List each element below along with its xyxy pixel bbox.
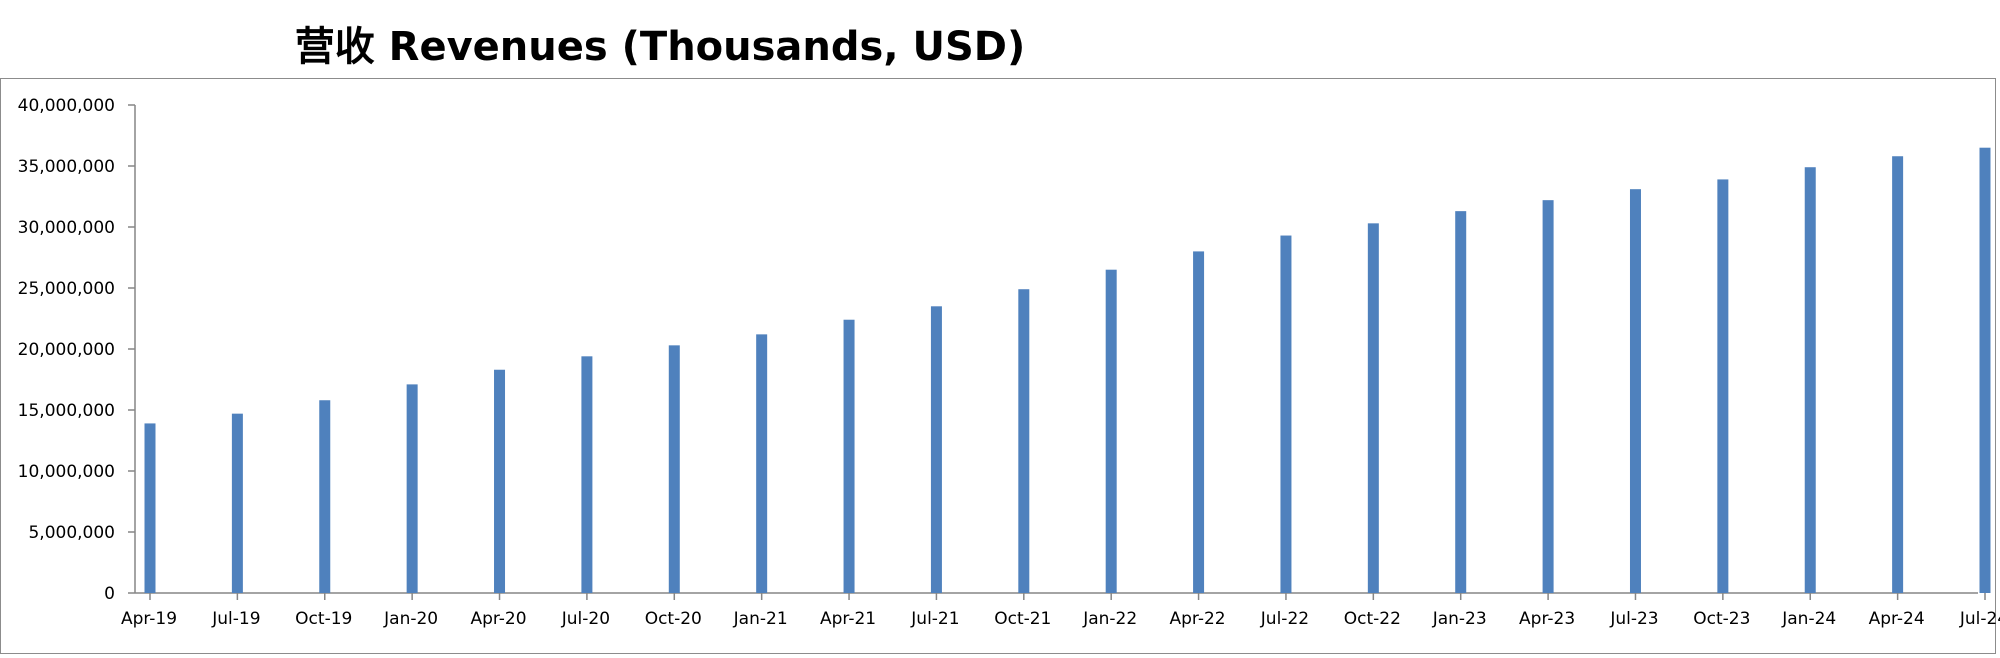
x-tick-label: Apr-22 <box>1170 609 1226 629</box>
bar <box>319 400 331 593</box>
x-tick-label: Jul-22 <box>1260 609 1309 629</box>
bar <box>406 384 418 593</box>
y-tick-label: 25,000,000 <box>18 279 115 299</box>
bar <box>930 306 942 593</box>
x-tick-label: Oct-23 <box>1693 609 1750 629</box>
bar <box>144 423 156 593</box>
x-tick-label: Jul-24 <box>1959 609 2000 629</box>
bar <box>1542 200 1554 593</box>
x-tick-label: Jan-24 <box>1781 609 1836 629</box>
y-tick-label: 35,000,000 <box>18 157 115 177</box>
bar <box>1979 147 1991 593</box>
bar <box>1717 179 1729 594</box>
x-tick-label: Jul-19 <box>211 609 260 629</box>
x-tick-label: Jan-21 <box>733 609 788 629</box>
y-tick-label: 15,000,000 <box>18 401 115 421</box>
y-tick-label: 0 <box>104 584 115 604</box>
chart-frame <box>0 78 1996 654</box>
bar <box>1105 269 1117 593</box>
x-tick-label: Apr-19 <box>121 609 177 629</box>
y-tick-label: 5,000,000 <box>28 523 115 543</box>
bar <box>1892 156 1904 594</box>
x-tick-label: Jul-20 <box>561 609 610 629</box>
chart-title: 营收 Revenues (Thousands, USD) <box>294 24 1026 70</box>
y-tick-label: 40,000,000 <box>18 96 115 116</box>
x-tick-label: Apr-21 <box>820 609 876 629</box>
bar <box>1193 251 1205 593</box>
x-tick-label: Jan-20 <box>383 609 438 629</box>
bars <box>144 147 1991 594</box>
x-axis: Apr-19 Jul-19 Oct-19 Jan-20 Apr-20 Jul-20 Oct-… <box>121 592 2000 629</box>
y-tick-label: 20,000,000 <box>18 340 115 360</box>
y-axis: 0 5,000,000 10,000,000 15,000,000 20,000,000… <box>18 96 136 604</box>
x-tick-label: Jan-22 <box>1082 609 1137 629</box>
y-tick-label: 10,000,000 <box>18 462 115 482</box>
bar <box>1804 167 1816 593</box>
x-tick-label: Jul-23 <box>1609 609 1658 629</box>
x-tick-label: Jul-21 <box>910 609 959 629</box>
x-tick-label: Oct-19 <box>295 609 352 629</box>
x-tick-label: Oct-21 <box>994 609 1051 629</box>
bar <box>581 356 593 593</box>
bar <box>1280 235 1292 594</box>
bar <box>231 413 243 593</box>
bar <box>843 319 855 593</box>
x-tick-label: Oct-20 <box>645 609 702 629</box>
bar <box>1629 189 1641 593</box>
x-tick-label: Apr-24 <box>1869 609 1925 629</box>
bar <box>494 369 506 593</box>
bar <box>1018 289 1030 593</box>
x-tick-label: Oct-22 <box>1344 609 1401 629</box>
bar <box>756 334 768 593</box>
bar <box>1455 211 1467 593</box>
bar <box>1367 223 1379 593</box>
x-tick-label: Jan-23 <box>1432 609 1487 629</box>
y-tick-label: 30,000,000 <box>18 218 115 238</box>
x-tick-label: Apr-20 <box>470 609 526 629</box>
bar <box>668 345 680 593</box>
x-tick-label: Apr-23 <box>1519 609 1575 629</box>
